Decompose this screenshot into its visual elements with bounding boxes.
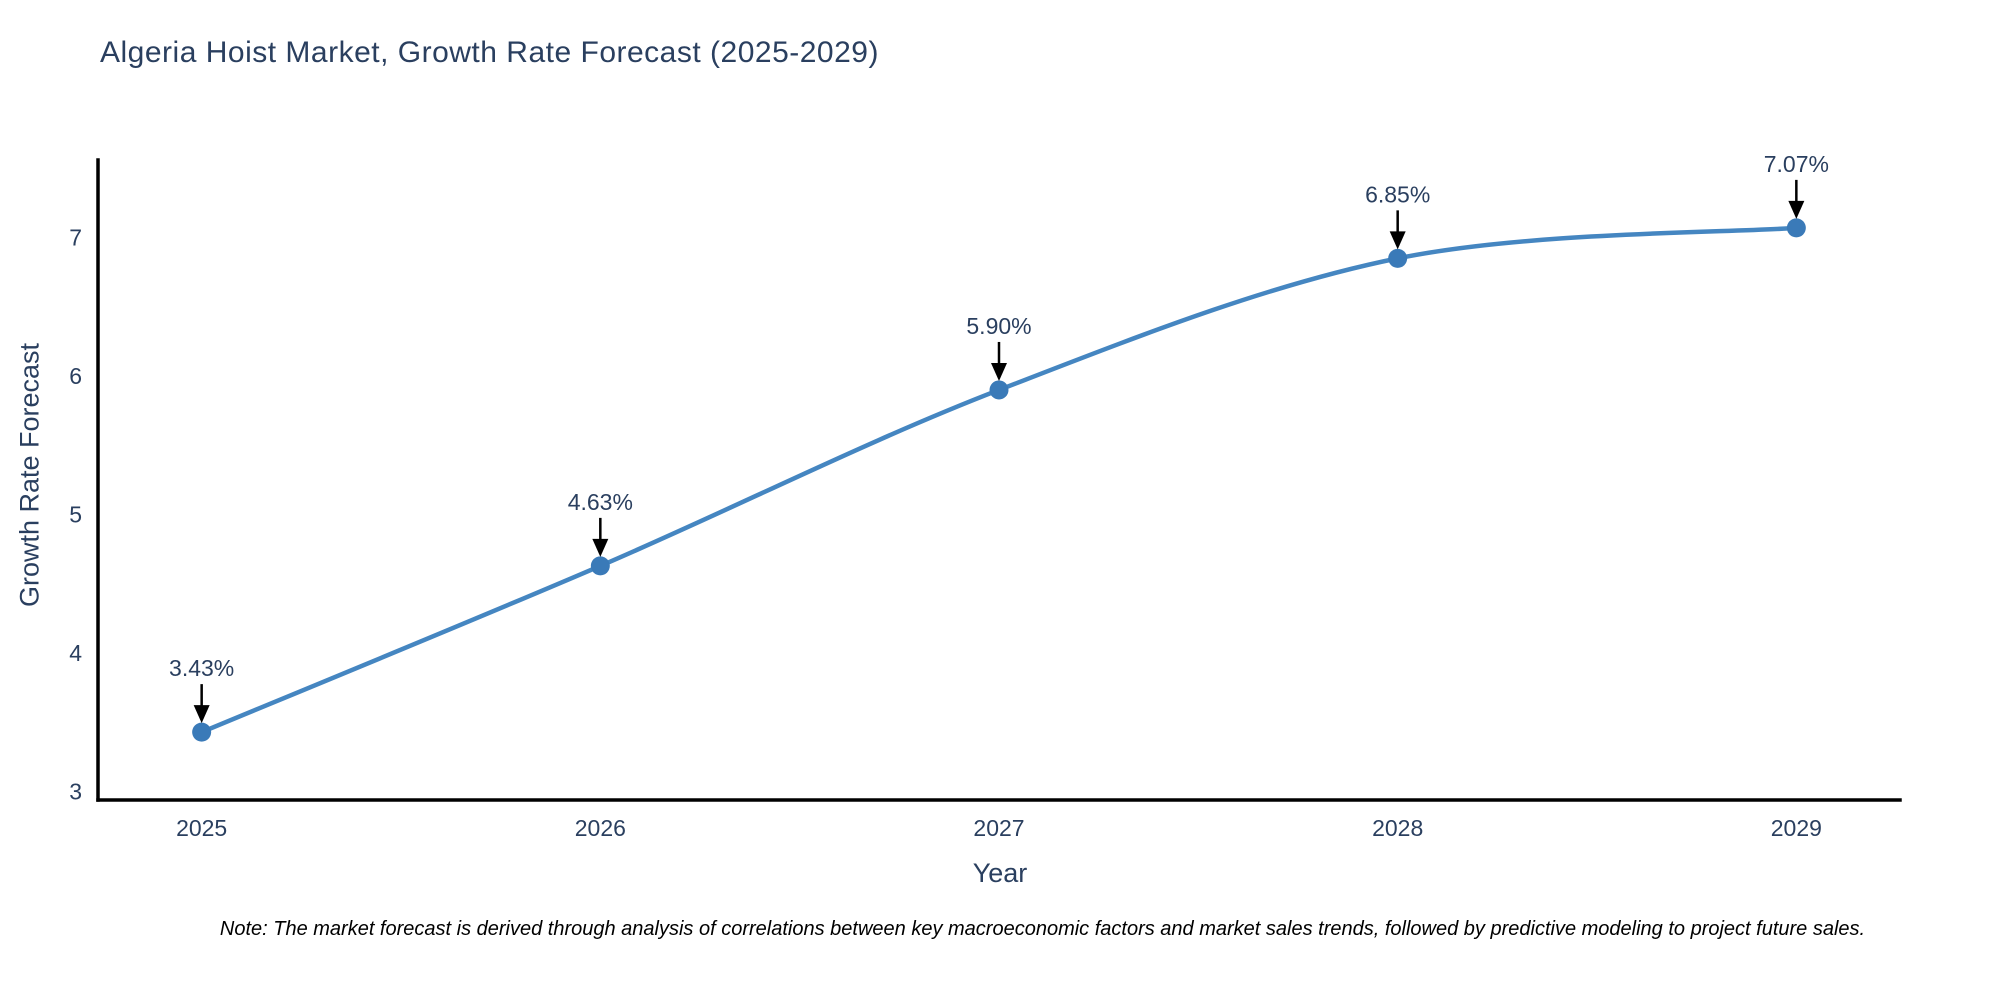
- y-axis-title: Growth Rate Forecast: [14, 342, 45, 608]
- x-tick-label: 2027: [973, 815, 1024, 841]
- data-point-marker[interactable]: [192, 722, 212, 742]
- data-point-marker[interactable]: [590, 556, 610, 576]
- trend-line: [199, 225, 1799, 735]
- footnote: Note: The market forecast is derived thr…: [219, 918, 1866, 940]
- x-tick-label: 2026: [575, 815, 626, 841]
- annotation-arrow-head: [991, 362, 1007, 381]
- y-tick-label: 5: [69, 502, 82, 528]
- y-tick-label: 6: [69, 363, 82, 389]
- annotation-arrow-head: [193, 705, 210, 724]
- data-point-marker[interactable]: [989, 380, 1009, 400]
- x-tick-label: 2029: [1771, 815, 1822, 841]
- x-tick-label: 2028: [1372, 815, 1423, 841]
- point-value-label: 6.85%: [1365, 181, 1430, 207]
- y-tick-label: 7: [69, 225, 82, 251]
- y-tick-label: 3: [69, 779, 82, 805]
- x-axis-title: Year: [972, 858, 1028, 888]
- annotation-arrow-head: [1389, 231, 1406, 250]
- chart-title: Algeria Hoist Market, Growth Rate Foreca…: [100, 36, 879, 69]
- annotation-arrow-head: [1788, 200, 1805, 219]
- point-value-label: 5.90%: [966, 313, 1031, 339]
- data-point-marker[interactable]: [1388, 248, 1408, 268]
- point-value-label: 4.63%: [568, 489, 633, 515]
- point-value-label: 3.43%: [169, 655, 234, 681]
- y-tick-label: 4: [69, 640, 82, 666]
- annotation-arrow-head: [592, 538, 609, 557]
- point-value-label: 7.07%: [1764, 151, 1829, 177]
- data-point-marker[interactable]: [1786, 218, 1806, 238]
- x-tick-label: 2025: [176, 815, 227, 841]
